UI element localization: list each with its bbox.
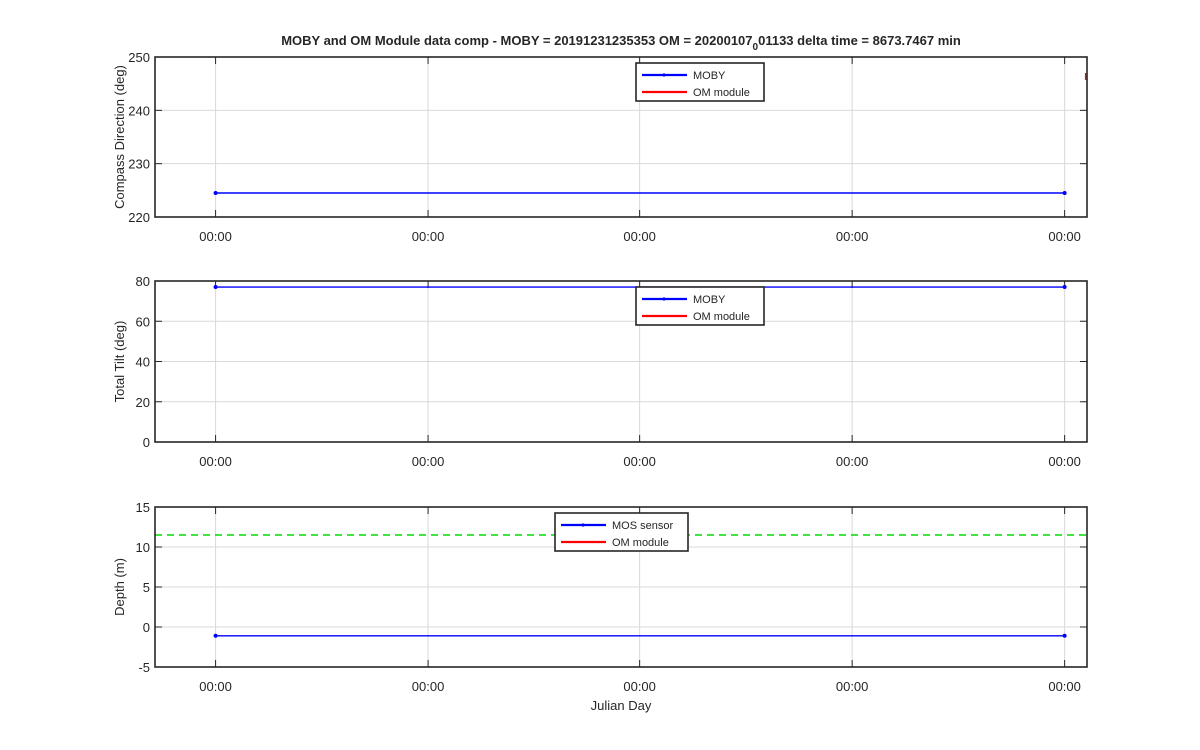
data-point (213, 191, 218, 195)
figure-title-tail: 01133 delta time = 8673.7467 min (758, 33, 961, 48)
x-tick-label: 00:00 (199, 229, 232, 244)
y-tick-label: 15 (136, 500, 150, 515)
legend-label: MOBY (693, 70, 726, 82)
y-tick-label: 230 (128, 157, 150, 172)
subplot-1: 220 230 240 250 00:00 00:00 00:00 00:00 00:00 Com… (112, 50, 1088, 244)
x-tick-label: 00:00 (412, 679, 445, 694)
x-tick-label: 00:00 (1048, 679, 1081, 694)
y-axis-label: Compass Direction (deg) (112, 65, 127, 209)
y-tick-label: 60 (136, 314, 150, 329)
legend: MOBY OM module (635, 286, 765, 326)
subplot-container: 220 230 240 250 00:00 00:00 00:00 00:00 00:00 Com… (112, 50, 1088, 694)
subplot-2: 0 20 40 60 80 00:00 00:00 00:00 00:00 00:00 Total … (112, 274, 1088, 469)
y-tick-label: 10 (136, 540, 150, 555)
legend-marker (662, 73, 666, 77)
y-tick-label: 40 (136, 355, 150, 370)
legend-label: OM module (612, 537, 669, 549)
plot-area (155, 57, 1087, 217)
legend: MOS sensor OM module (554, 512, 689, 552)
x-tick-label: 00:00 (836, 229, 869, 244)
x-tick-label: 00:00 (623, 454, 656, 469)
data-point (1062, 191, 1067, 195)
y-tick-label: -5 (138, 660, 150, 675)
y-tick-label: 20 (136, 395, 150, 410)
x-tick-label: 00:00 (412, 454, 445, 469)
legend-label: OM module (693, 311, 750, 323)
x-axis-label: Julian Day (591, 698, 652, 713)
x-tick-label: 00:00 (836, 454, 869, 469)
y-axis-label: Depth (m) (112, 558, 127, 616)
legend-box (635, 286, 765, 326)
legend-box (635, 62, 765, 102)
x-tick-label: 00:00 (623, 679, 656, 694)
legend-label: MOS sensor (612, 520, 673, 532)
x-tick-label: 00:00 (1048, 454, 1081, 469)
axes-box (154, 506, 1088, 668)
y-tick-label: 250 (128, 50, 150, 65)
figure-title-main: MOBY and OM Module data comp - MOBY = 20… (281, 33, 752, 48)
y-tick-label: 220 (128, 210, 150, 225)
x-tick-label: 00:00 (836, 679, 869, 694)
legend-box (554, 512, 689, 552)
y-tick-label: 5 (143, 580, 150, 595)
axes-box (154, 280, 1088, 443)
figure-title-subscript: 0 (753, 42, 759, 53)
y-tick-label: 0 (143, 435, 150, 450)
x-tick-label: 00:00 (199, 454, 232, 469)
y-tick-label: 0 (143, 620, 150, 635)
y-tick-label: 80 (136, 274, 150, 289)
data-point (1062, 633, 1067, 638)
x-tick-label: 00:00 (412, 229, 445, 244)
data-point (213, 633, 218, 638)
axes-box (154, 56, 1088, 218)
data-point (1062, 285, 1067, 290)
x-tick-label: 00:00 (199, 679, 232, 694)
data-point (213, 285, 218, 290)
figure-title: MOBY and OM Module data comp - MOBY = 20… (281, 33, 961, 53)
legend: MOBY OM module (635, 62, 765, 102)
y-axis-label: Total Tilt (deg) (112, 321, 127, 403)
legend-label: MOBY (693, 294, 726, 306)
x-tick-label: 00:00 (1048, 229, 1081, 244)
subplot-3: -5 0 5 10 15 00:00 00:00 00:00 00:00 00:00 Depth (… (112, 500, 1088, 694)
legend-label: OM module (693, 87, 750, 99)
y-tick-label: 240 (128, 103, 150, 118)
x-tick-label: 00:00 (623, 229, 656, 244)
legend-marker (581, 523, 585, 527)
legend-marker (662, 297, 666, 301)
